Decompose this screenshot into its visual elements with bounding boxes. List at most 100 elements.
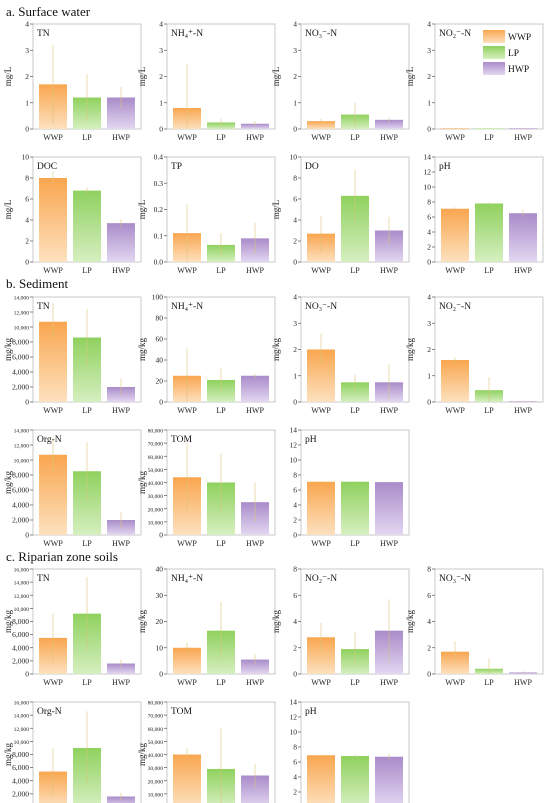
x-tick-label: LP [350, 266, 360, 275]
bar-lp [341, 756, 369, 803]
y-tick-label: 20,000 [148, 507, 164, 513]
y-axis-label: mg/kg [405, 338, 415, 362]
panel-title: NO₃⁻-N [305, 302, 337, 312]
x-tick-label: LP [350, 678, 360, 687]
y-tick-label: 10 [290, 153, 298, 162]
y-tick-label: 40 [156, 565, 164, 574]
y-tick-label: 70,000 [148, 714, 164, 720]
legend-label: WWP [508, 33, 531, 43]
x-tick-label: HWP [112, 539, 130, 548]
x-tick-label: HWP [514, 133, 532, 142]
x-tick-label: WWP [445, 678, 465, 687]
y-tick-label: 0 [293, 125, 297, 134]
y-tick-label: 4 [159, 20, 163, 29]
panel-title: pH [305, 707, 317, 717]
x-tick-label: LP [82, 406, 92, 415]
y-tick-label: 0 [293, 670, 297, 679]
y-tick-label: 3 [159, 46, 163, 55]
x-tick-label: LP [216, 678, 226, 687]
y-tick-label: 10 [424, 183, 432, 192]
y-tick-label: 40,000 [148, 753, 164, 759]
y-tick-label: 60,000 [148, 455, 164, 461]
y-tick-label: 20 [156, 377, 164, 386]
y-tick-label: 0.0 [154, 258, 164, 267]
x-tick-label: WWP [177, 678, 197, 687]
y-tick-label: 0 [427, 258, 431, 267]
chart-panel: 0 1 2 3 4 mg/kg NO₃⁻-N WWP LP HWP [271, 293, 410, 415]
panel-title: NO₃⁻-N [439, 574, 471, 584]
panel-title: Org-N [37, 707, 62, 717]
y-tick-label: 1 [427, 371, 431, 380]
bar-hwp [107, 663, 135, 674]
x-tick-label: WWP [43, 678, 63, 687]
y-tick-label: 10,000 [148, 520, 164, 526]
chart-panel: 0 2,000 4,000 6,000 8,000 10,000 12,000 14,000 m… [3, 429, 142, 548]
x-tick-label: HWP [380, 406, 398, 415]
x-tick-label: LP [484, 266, 494, 275]
x-tick-label: WWP [311, 678, 331, 687]
y-tick-label: 4,000 [12, 776, 29, 785]
y-axis-label: mg/L [137, 200, 147, 220]
bar-lp [475, 128, 503, 130]
legend-swatch [483, 46, 505, 59]
x-tick-label: WWP [445, 133, 465, 142]
x-tick-label: WWP [43, 406, 63, 415]
x-tick-label: LP [484, 133, 494, 142]
y-axis-label: mg/L [405, 67, 415, 87]
panel-title: pH [305, 435, 317, 445]
y-tick-label: 0 [159, 125, 163, 134]
bar-wwp [39, 178, 67, 262]
y-tick-label: 4 [293, 20, 297, 29]
chart-panel: 0 2 4 6 8 10 mg/L DO WWP LP HWP [271, 153, 410, 275]
y-tick-label: 10,000 [14, 607, 30, 613]
y-tick-label: 14,000 [14, 296, 30, 302]
y-tick-label: 10 [22, 153, 30, 162]
y-tick-label: 6 [427, 213, 431, 222]
y-tick-label: 0 [427, 670, 431, 679]
x-tick-label: LP [82, 133, 92, 142]
chart-panel: 0 1 2 3 4 mg/L NO₃⁻-N WWP LP HWP [271, 20, 410, 142]
y-tick-label: 0 [159, 670, 163, 679]
y-tick-label: 2,000 [12, 656, 29, 665]
y-tick-label: 2 [25, 72, 29, 81]
x-tick-label: WWP [311, 133, 331, 142]
panel-title: NO₂⁻-N [439, 302, 471, 312]
y-tick-label: 4 [25, 20, 29, 29]
bar-wwp [441, 208, 469, 262]
legend-label: LP [508, 49, 519, 59]
bar-hwp [509, 213, 537, 262]
y-tick-label: 4 [427, 228, 431, 237]
y-tick-label: 8 [293, 471, 297, 480]
y-axis-label: mg/kg [3, 471, 13, 495]
y-axis-label: mg/kg [271, 338, 281, 362]
x-tick-label: LP [350, 539, 360, 548]
y-tick-label: 3 [293, 319, 297, 328]
y-tick-label: 14,000 [14, 714, 30, 720]
x-tick-label: WWP [177, 539, 197, 548]
y-tick-label: 20,000 [148, 779, 164, 785]
y-tick-label: 6 [293, 758, 297, 767]
y-tick-label: 2 [293, 788, 297, 797]
chart-panel: 0 2 4 6 8 mg/kg NO₂⁻-N WWP LP HWP [271, 565, 410, 687]
x-tick-label: LP [216, 539, 226, 548]
y-tick-label: 4 [25, 216, 29, 225]
x-tick-label: WWP [445, 406, 465, 415]
y-tick-label: 2 [427, 72, 431, 81]
y-tick-label: 2 [159, 72, 163, 81]
y-tick-label: 4 [293, 773, 297, 782]
bar-hwp [375, 482, 403, 535]
bar-hwp [375, 756, 403, 803]
y-tick-label: 40 [156, 356, 164, 365]
y-tick-label: 8 [427, 198, 431, 207]
y-tick-label: 14,000 [14, 581, 30, 587]
y-tick-label: 6,000 [12, 486, 29, 495]
bar-hwp [241, 659, 269, 674]
legend-swatch [483, 30, 505, 43]
bar-hwp [107, 223, 135, 262]
y-axis-label: mg/L [137, 67, 147, 87]
y-tick-label: 2 [293, 643, 297, 652]
y-tick-label: 0 [25, 398, 29, 407]
bar-wwp [441, 360, 469, 402]
x-tick-label: HWP [246, 539, 264, 548]
bar-lp [341, 481, 369, 535]
